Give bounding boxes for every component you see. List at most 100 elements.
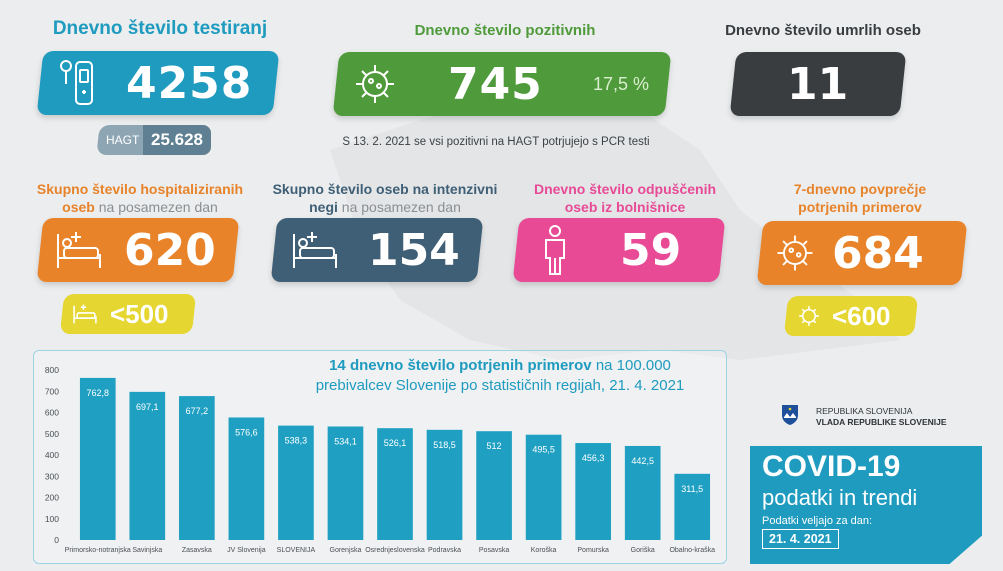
deaths-value: 11 <box>787 58 849 110</box>
icu-title-light: na posamezen dan <box>337 199 461 215</box>
avg7-title: 7-dnevno povprečje potrjenih primerov <box>770 180 950 216</box>
bar-primorsko-notranjska <box>79 377 116 540</box>
positive-percent: 17,5 % <box>592 73 649 94</box>
bar-goriška <box>624 445 661 540</box>
hagt-pcr-note: S 13. 2. 2021 se vsi pozitivni na HAGT p… <box>342 136 650 148</box>
category-label: Obalno-kraška <box>669 547 715 554</box>
avg7-title-line2: potrjenih primerov <box>798 199 922 215</box>
chart-title-normal: na 100.000 <box>591 357 671 374</box>
category-label: Zasavska <box>182 547 212 554</box>
category-label: Osrednjeslovenska <box>365 547 425 554</box>
bar-pomurska <box>575 443 611 540</box>
icu-bed-icon <box>293 232 337 268</box>
deaths-card: 11 <box>729 52 907 116</box>
hospitalized-value: 620 <box>124 224 216 276</box>
y-tick-label: 400 <box>45 450 59 460</box>
hospitalized-target: <500 <box>110 298 169 329</box>
virus-small-icon <box>799 306 819 326</box>
hospitalized-target-card: <500 <box>59 294 197 334</box>
bar-value-label: 534,1 <box>334 437 357 447</box>
category-label: Goriška <box>631 547 655 554</box>
bar-value-label: 456,3 <box>582 453 605 463</box>
chart-title: 14 dnevno število potrjenih primerov na … <box>270 356 730 396</box>
y-tick-label: 600 <box>45 408 59 418</box>
y-tick-label: 300 <box>45 471 59 481</box>
hospital-bed-icon <box>57 232 101 268</box>
y-tick-label: 100 <box>45 514 59 524</box>
bar-obalno-kraška <box>674 473 711 540</box>
bar-value-label: 762,8 <box>87 388 110 398</box>
bar-value-label: 442,5 <box>631 456 654 466</box>
icu-card: 154 <box>270 218 484 282</box>
chart-title-line2: prebivalcev Slovenije po statističnih re… <box>315 377 685 394</box>
covid-valid-label: Podatki veljajo za dan: <box>762 515 873 527</box>
category-label: Koroška <box>531 547 557 554</box>
discharged-card: 59 <box>512 218 726 282</box>
avg7-card: 684 <box>756 221 968 285</box>
testing-card: 4258 <box>36 51 280 115</box>
hospitalized-title-line1: Skupno število hospitaliziranih <box>36 181 244 197</box>
bar-osrednjeslovenska <box>377 428 413 540</box>
bar-value-label: 512 <box>487 441 502 451</box>
bar-jv slovenija <box>228 417 265 540</box>
hagt-value: 25.628 <box>143 125 212 155</box>
avg7-target-card: <600 <box>783 296 919 336</box>
category-label: Gorenjska <box>330 547 362 554</box>
y-tick-label: 0 <box>54 535 59 545</box>
patient-icon <box>545 225 565 275</box>
bar-value-label: 677,2 <box>186 406 209 416</box>
avg7-target: <600 <box>832 300 891 331</box>
hospitalized-title-line2: oseb <box>62 199 95 215</box>
category-label: JV Slovenija <box>227 547 266 554</box>
deaths-title: Dnevno število umrlih oseb <box>725 22 921 39</box>
y-tick-label: 500 <box>45 429 59 439</box>
avg7-value: 684 <box>832 227 924 279</box>
hospitalized-title: Skupno število hospitaliziranih oseb na … <box>30 180 250 216</box>
covid-subtitle: podatki in trendi <box>762 485 918 510</box>
chart-title-bold: 14 dnevno število potrjenih primerov <box>329 357 592 374</box>
bar-value-label: 495,5 <box>532 445 555 455</box>
bar-podravska <box>426 429 463 540</box>
covid-date: 21. 4. 2021 <box>762 529 839 549</box>
bar-posavska <box>476 431 512 540</box>
testing-value: 4258 <box>126 57 253 109</box>
y-tick-label: 200 <box>45 493 59 503</box>
bar-value-label: 576,6 <box>235 427 258 437</box>
bar-slovenija <box>278 425 314 540</box>
hagt-card: HAGT 25.628 <box>96 125 212 155</box>
discharged-title-line2: oseb iz bolnišnice <box>564 199 686 215</box>
covid-title: COVID-19 <box>762 450 901 483</box>
covid-box <box>750 446 982 564</box>
icu-value: 154 <box>368 224 460 276</box>
bar-value-label: 697,1 <box>136 402 159 412</box>
hospital-bed-small-icon <box>73 304 97 324</box>
category-label: Podravska <box>428 547 461 554</box>
bar-value-label: 518,5 <box>433 440 456 450</box>
gov-line2: VLADA REPUBLIKE SLOVENIJE <box>816 417 947 427</box>
y-tick-label: 800 <box>45 365 59 375</box>
discharged-value: 59 <box>620 224 682 276</box>
icu-title-line1: Skupno število oseb na intenzivni <box>272 181 498 197</box>
bar-zasavska <box>179 396 215 540</box>
category-label: Savinjska <box>132 547 162 554</box>
gov-line1: REPUBLIKA SLOVENIJA <box>816 406 913 416</box>
hospitalized-title-light: na posamezen dan <box>94 199 218 215</box>
rapid-test-icon <box>60 60 93 105</box>
icu-title: Skupno število oseb na intenzivni negi n… <box>265 180 505 216</box>
bar-value-label: 538,3 <box>285 436 308 446</box>
bar-savinjska <box>129 391 166 540</box>
category-label: Primorsko-notranjska <box>65 547 131 554</box>
discharged-title-line1: Dnevno število odpuščenih <box>533 181 717 197</box>
y-tick-label: 700 <box>45 386 59 396</box>
hagt-label: HAGT <box>106 133 140 147</box>
category-label: Pomurska <box>577 547 609 554</box>
bar-chart: 0 100 200 300 400 500 600 700 800 762,8 Primorsko-… <box>45 365 715 554</box>
virus-icon <box>356 65 394 103</box>
virus-orange-icon <box>777 235 813 271</box>
bar-value-label: 526,1 <box>384 438 407 448</box>
icu-title-line2: negi <box>309 199 338 215</box>
positive-title: Dnevno število pozitivnih <box>414 22 596 39</box>
avg7-title-line1: 7-dnevno povprečje <box>793 181 927 197</box>
bar-koroška <box>525 434 562 540</box>
category-label: SLOVENIJA <box>277 547 316 554</box>
